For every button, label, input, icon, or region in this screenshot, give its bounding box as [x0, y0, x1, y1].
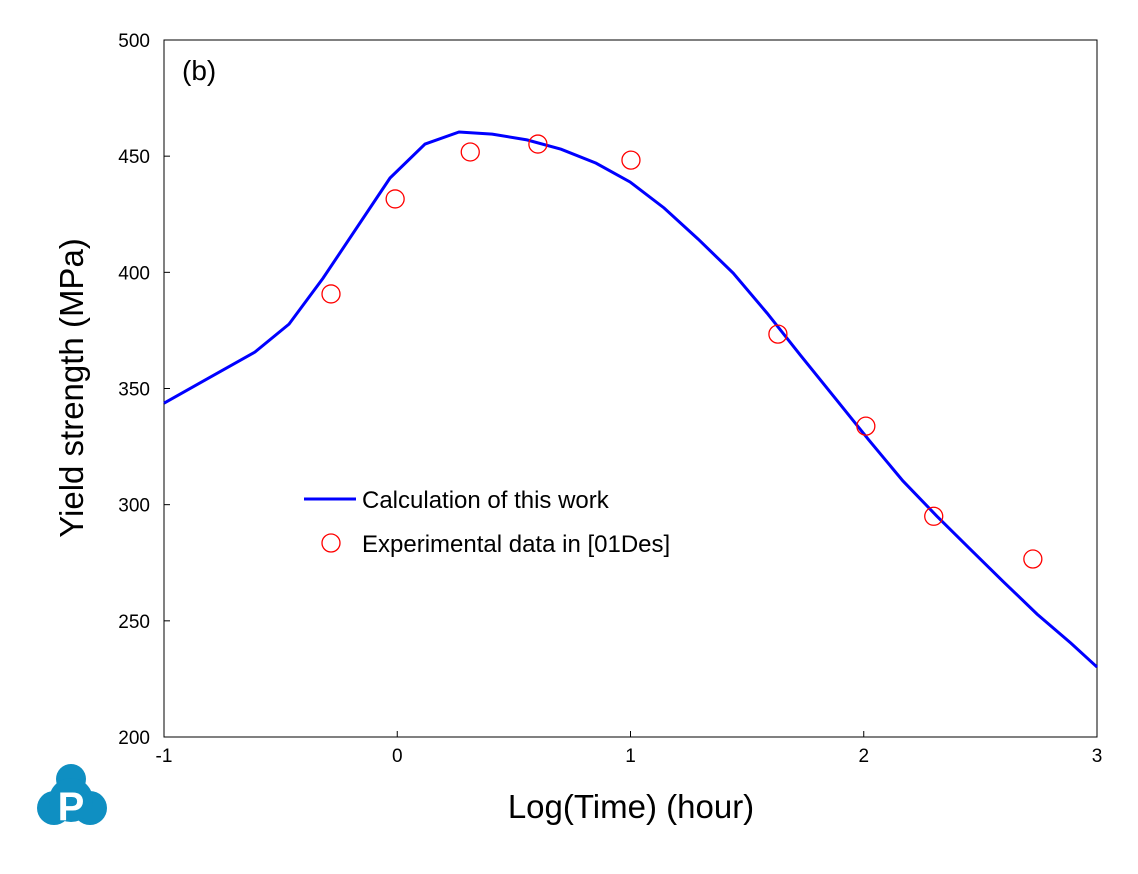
- legend: Calculation of this work Experimental da…: [304, 487, 670, 558]
- experimental-point: [1023, 549, 1043, 569]
- y-tick-label: 350: [118, 380, 150, 401]
- experimental-point: [924, 506, 944, 526]
- experimental-point: [460, 142, 480, 162]
- experimental-point: [321, 284, 341, 304]
- x-tick-label: 1: [625, 746, 636, 767]
- experimental-point: [528, 134, 548, 154]
- calculation-line: [163, 130, 1099, 669]
- logo: P: [37, 764, 107, 829]
- plot-frame: [163, 39, 1098, 738]
- y-tick-label: 500: [118, 31, 150, 52]
- panel-label: (b): [182, 55, 216, 86]
- experimental-point: [856, 416, 876, 436]
- logo-letter: P: [58, 785, 85, 829]
- y-axis-label: Yield strength (MPa): [53, 238, 90, 538]
- x-tick-label: 0: [392, 746, 403, 767]
- legend-label-experimental: Experimental data in [01Des]: [362, 531, 670, 558]
- x-tick-label: 2: [858, 746, 869, 767]
- legend-marker-swatch: [321, 533, 341, 553]
- x-tick-label: 3: [1092, 746, 1103, 767]
- x-tick-label: -1: [156, 746, 173, 767]
- experimental-point: [385, 189, 405, 209]
- y-tick-label: 300: [118, 496, 150, 517]
- y-tick-label: 400: [118, 263, 150, 284]
- experimental-point: [621, 150, 641, 170]
- y-tick-label: 450: [118, 147, 150, 168]
- y-tick-label: 200: [118, 728, 150, 749]
- legend-label-calculation: Calculation of this work: [362, 487, 610, 514]
- x-axis-label: Log(Time) (hour): [508, 788, 754, 825]
- experimental-point: [768, 324, 788, 344]
- y-tick-label: 250: [118, 612, 150, 633]
